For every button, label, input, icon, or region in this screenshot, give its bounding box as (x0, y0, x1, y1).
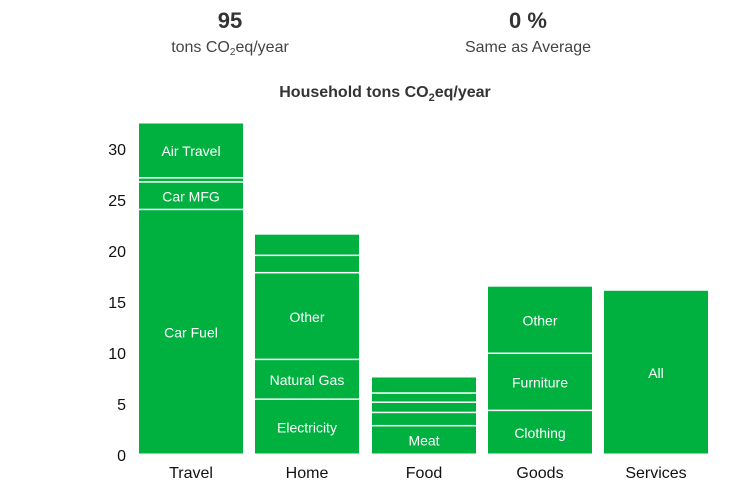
y-tick-label: 25 (108, 193, 126, 210)
x-axis: Travel Home Food Goods Services (169, 465, 687, 482)
bar-home: Electricity Natural Gas Other (255, 234, 359, 454)
y-tick-label: 30 (108, 142, 126, 159)
x-tick-label: Home (286, 465, 329, 482)
bar-segment (488, 354, 592, 410)
bar-goods: Clothing Furniture Other (488, 286, 592, 454)
y-tick-label: 5 (117, 397, 126, 414)
bar-segment (488, 411, 592, 454)
unit-text-pre: tons CO (171, 39, 230, 56)
bar-segment (372, 402, 476, 412)
unit-text-sub: 2 (229, 47, 236, 58)
total-emissions-value: 95 (217, 8, 243, 33)
bar-travel: Car Fuel Car MFG Air Travel (139, 123, 243, 454)
bars: Car Fuel Car MFG Air Travel Electricity Natu… (139, 123, 708, 454)
bar-segment (255, 256, 359, 272)
segment-label: Car Fuel (164, 325, 218, 341)
y-tick-label: 20 (108, 244, 126, 261)
x-tick-label: Goods (516, 465, 563, 482)
bar-segment (139, 182, 243, 209)
comparison-label: Same as Average (464, 39, 591, 56)
chart-title: Household tons CO2eq/year (279, 84, 491, 104)
bar-segment (139, 178, 243, 182)
y-tick-label: 15 (108, 295, 126, 312)
total-emissions-unit: tons CO2eq/year (100, 38, 360, 58)
bar-segment (139, 210, 243, 454)
bar-segment (604, 290, 708, 454)
bar-segment (372, 413, 476, 425)
segment-label: Other (289, 309, 324, 325)
comparison-stat: 0 % Same as Average (398, 6, 658, 58)
segment-label: Air Travel (161, 143, 220, 159)
x-tick-label: Services (625, 465, 686, 482)
segment-label: Meat (408, 433, 439, 449)
y-axis: 0 5 10 15 20 25 30 (108, 142, 126, 465)
segment-label: Natural Gas (270, 372, 345, 388)
segment-label: Electricity (277, 419, 337, 435)
bar-services: All (604, 290, 708, 454)
comparison-value: 0 % (509, 8, 547, 33)
bar-segment (372, 393, 476, 402)
bar-segment (372, 377, 476, 393)
bar-segment (255, 360, 359, 399)
bar-segment (372, 426, 476, 454)
segment-label: Other (522, 312, 557, 328)
unit-text-post: eq/year (235, 39, 289, 56)
bar-segment (255, 399, 359, 454)
y-tick-label: 0 (117, 448, 126, 465)
x-tick-label: Food (406, 465, 442, 482)
segment-label: Car MFG (162, 188, 220, 204)
total-emissions-stat: 95 tons CO2eq/year (100, 6, 360, 58)
bar-segment (139, 123, 243, 178)
segment-label: Furniture (512, 375, 568, 391)
y-tick-label: 10 (108, 346, 126, 363)
segment-label: All (648, 365, 664, 381)
bar-segment (488, 286, 592, 353)
bar-segment (255, 234, 359, 255)
bar-food: Meat (372, 377, 476, 454)
x-tick-label: Travel (169, 465, 213, 482)
segment-label: Clothing (514, 425, 565, 441)
bar-segment (255, 273, 359, 359)
